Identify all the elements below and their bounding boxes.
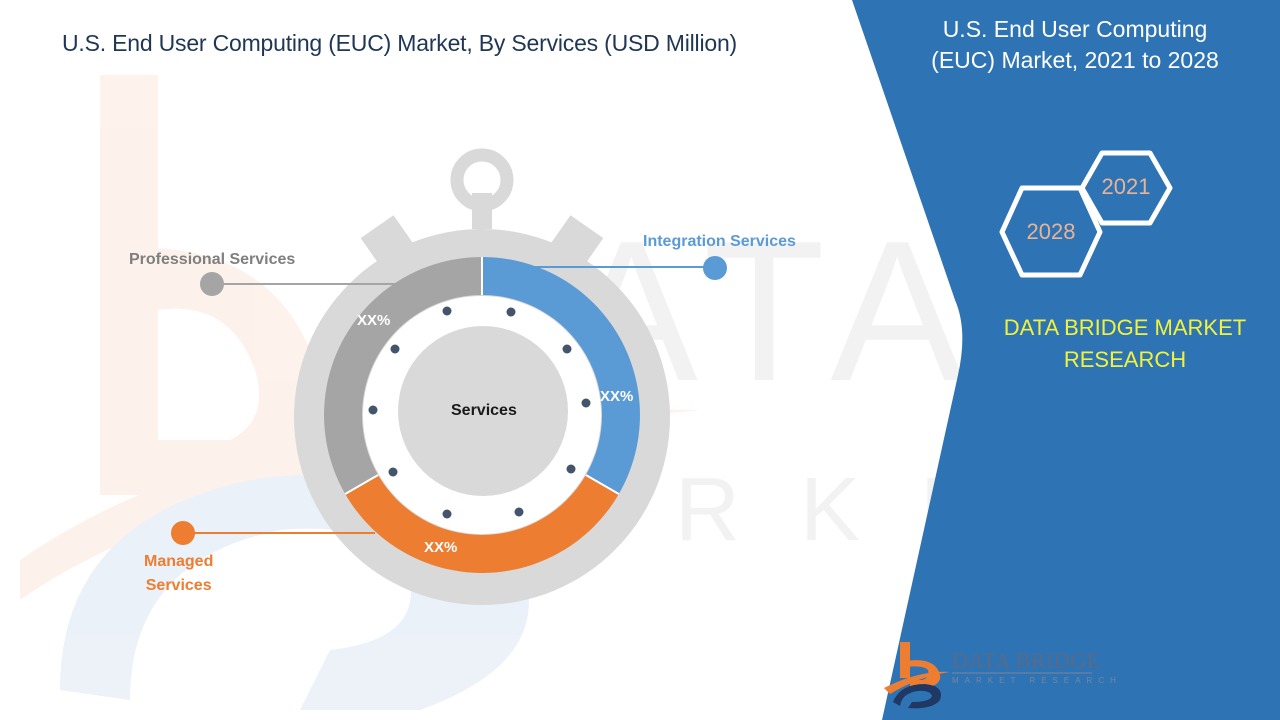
- segment-integration[interactable]: [482, 257, 640, 494]
- hex-2028: [999, 185, 1103, 278]
- side-panel-background: [852, 0, 1280, 720]
- callout-managed: [171, 521, 375, 545]
- legend-managed-line2: Services: [145, 577, 212, 594]
- logo-subtitle: MARKET RESEARCH: [952, 676, 1122, 685]
- brand-line2: RESEARCH: [1063, 347, 1187, 372]
- brand-logo-mark: [884, 642, 950, 709]
- brand-line1: DATA BRIDGE MARKET: [1003, 315, 1247, 340]
- segment-professional[interactable]: [324, 257, 482, 494]
- chart-title: U.S. End User Computing (EUC) Market, By…: [62, 30, 738, 56]
- side-panel-title-line2: (EUC) Market, 2021 to 2028: [931, 47, 1219, 73]
- hex-year-2028: 2028: [1026, 219, 1076, 244]
- percent-professional: XX%: [357, 312, 391, 329]
- brand-name: DATA BRIDGE MARKET RESEARCH: [980, 312, 1270, 376]
- side-panel-title: U.S. End User Computing (EUC) Market, 20…: [900, 14, 1250, 76]
- legend-integration-services: Integration Services: [643, 233, 796, 250]
- legend-professional-services: Professional Services: [129, 251, 296, 268]
- segment-managed[interactable]: [345, 475, 619, 573]
- percent-integration: XX%: [600, 388, 634, 405]
- percent-managed: XX%: [424, 539, 458, 556]
- hex-year-2021: 2021: [1101, 174, 1151, 199]
- donut-chart: [324, 257, 640, 573]
- callout-integration: [515, 256, 727, 280]
- legend-managed-services: Managed Services: [144, 550, 213, 598]
- callout-professional: [200, 272, 400, 296]
- center-disk: [398, 326, 568, 496]
- center-label: Services: [451, 402, 517, 419]
- side-panel-title-line1: U.S. End User Computing: [942, 16, 1208, 42]
- dial-dots: [368, 306, 591, 519]
- legend-managed-line1: Managed: [144, 553, 214, 570]
- logo-name: DATA BRIDGE: [952, 648, 1101, 673]
